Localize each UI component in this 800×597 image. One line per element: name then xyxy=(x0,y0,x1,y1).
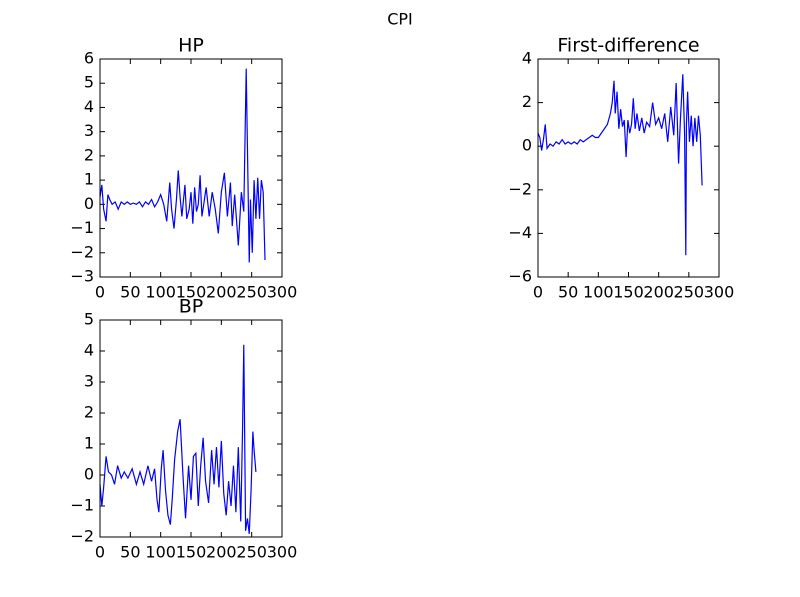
x-tick-label: 300 xyxy=(704,283,735,302)
y-tick-label: −2 xyxy=(508,179,532,198)
y-tick-label: 5 xyxy=(84,310,94,329)
y-tick-label: 2 xyxy=(84,145,94,164)
x-tick-label: 100 xyxy=(583,283,614,302)
y-tick-label: 2 xyxy=(522,92,532,111)
x-tick-label: 300 xyxy=(267,283,298,302)
y-tick-label: 0 xyxy=(522,136,532,155)
x-tick-label: 150 xyxy=(176,283,207,302)
y-tick-label: −1 xyxy=(70,218,94,237)
x-tick-label: 100 xyxy=(145,543,176,562)
y-tick-label: −3 xyxy=(70,267,94,286)
y-tick-label: −6 xyxy=(508,267,532,286)
x-tick-label: 50 xyxy=(120,283,140,302)
x-tick-label: 0 xyxy=(95,543,105,562)
y-tick-label: 0 xyxy=(84,194,94,213)
axes-frame xyxy=(99,58,283,278)
x-tick-label: 0 xyxy=(533,283,543,302)
y-tick-label: 1 xyxy=(84,170,94,189)
axes-frame xyxy=(99,319,283,538)
y-tick-label: 4 xyxy=(84,97,94,116)
y-tick-label: 3 xyxy=(84,121,94,140)
y-tick-label: 6 xyxy=(84,49,94,68)
y-tick-label: 4 xyxy=(522,49,532,68)
x-tick-label: 50 xyxy=(558,283,578,302)
x-tick-label: 200 xyxy=(206,283,237,302)
y-tick-label: −2 xyxy=(70,527,94,546)
y-tick-label: 1 xyxy=(84,434,94,453)
x-tick-label: 0 xyxy=(95,283,105,302)
x-tick-label: 300 xyxy=(267,543,298,562)
x-tick-label: 200 xyxy=(206,543,237,562)
axes-title: BP xyxy=(179,296,204,318)
data-line xyxy=(99,68,266,263)
x-tick-label: 250 xyxy=(674,283,705,302)
y-tick-label: 3 xyxy=(84,372,94,391)
y-tick-label: −2 xyxy=(70,242,94,261)
axes-frame xyxy=(537,58,720,278)
data-line xyxy=(99,344,257,534)
data-line xyxy=(537,74,703,256)
x-tick-label: 150 xyxy=(176,543,207,562)
axes-title: HP xyxy=(178,35,204,57)
x-tick-label: 200 xyxy=(643,283,674,302)
x-tick-label: 250 xyxy=(236,283,267,302)
y-tick-label: 0 xyxy=(84,465,94,484)
axes-title: First-difference xyxy=(557,35,699,57)
figure-title: CPI xyxy=(387,10,413,29)
x-tick-label: 50 xyxy=(120,543,140,562)
y-tick-label: 4 xyxy=(84,341,94,360)
y-tick-label: 5 xyxy=(84,73,94,92)
x-tick-label: 150 xyxy=(613,283,644,302)
y-tick-label: −4 xyxy=(508,223,532,242)
x-tick-label: 250 xyxy=(236,543,267,562)
y-tick-label: 2 xyxy=(84,403,94,422)
y-tick-label: −1 xyxy=(70,496,94,515)
x-tick-label: 100 xyxy=(145,283,176,302)
